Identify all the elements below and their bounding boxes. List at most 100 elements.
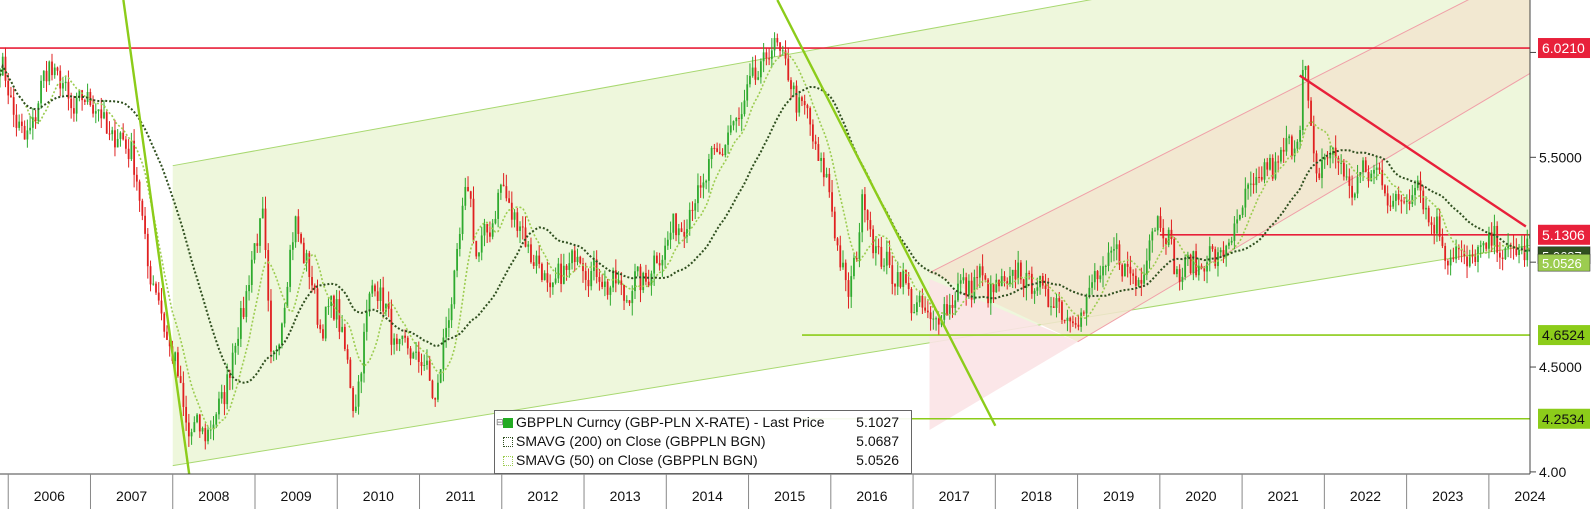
chart-legend: ⊟ GBPPLN Curncy (GBP-PLN X-RATE) - Last …	[494, 410, 912, 474]
candle-body	[1225, 245, 1228, 257]
candle-body	[204, 428, 207, 442]
candle-body	[125, 139, 127, 149]
candle-body	[1162, 227, 1165, 239]
candle-body	[1145, 260, 1148, 275]
candle-body	[664, 245, 666, 260]
candle-body	[1003, 276, 1006, 282]
candle-body	[138, 181, 141, 201]
candle-body	[951, 304, 954, 308]
candle-body	[1482, 242, 1485, 246]
candle-body	[1427, 207, 1430, 223]
legend-entry-sma50: SMAVG (50) on Close (GBPPLN BGN) 5.0526	[503, 451, 905, 470]
candle-body	[1009, 275, 1011, 284]
candle-body	[385, 303, 387, 312]
candle-body	[907, 282, 910, 290]
candle-body	[962, 277, 965, 281]
candle-body	[415, 351, 417, 353]
candle-body	[1170, 229, 1173, 239]
candle-body	[144, 215, 146, 234]
candle-body	[1501, 257, 1504, 260]
candle-body	[1082, 312, 1085, 314]
candle-body	[166, 331, 168, 340]
candle-body	[97, 109, 100, 112]
candle-body	[286, 286, 289, 308]
candle-body	[26, 130, 29, 140]
candle-body	[669, 232, 672, 240]
candle-body	[363, 331, 365, 374]
candle-body	[1523, 246, 1526, 261]
candle-body	[989, 284, 992, 304]
candle-body	[1340, 162, 1343, 164]
candle-body	[1184, 257, 1187, 277]
candle-body	[1126, 263, 1129, 267]
candle-body	[187, 422, 190, 437]
candle-body	[108, 133, 111, 135]
candle-body	[338, 299, 341, 332]
candle-body	[185, 406, 188, 423]
x-tick-label-2009: 2009	[281, 488, 312, 504]
candle-body	[625, 300, 628, 302]
candle-body	[521, 226, 524, 228]
candle-body	[650, 273, 653, 286]
candle-body	[623, 284, 625, 301]
channel-area-green	[172, 0, 1530, 466]
candle-body	[554, 278, 557, 283]
candle-body	[1033, 290, 1036, 294]
candle-body	[688, 209, 691, 230]
candle-body	[721, 153, 724, 156]
candle-body	[1364, 160, 1367, 172]
candle-body	[1438, 216, 1441, 237]
horizontal-levels	[0, 47, 1530, 420]
candle-body	[404, 335, 406, 338]
candle-body	[1156, 216, 1159, 231]
candle-body	[242, 308, 245, 317]
candle-body	[932, 318, 935, 320]
candle-body	[1041, 275, 1044, 286]
candle-body	[541, 263, 543, 280]
candle-body	[724, 144, 727, 156]
candle-body	[428, 360, 431, 381]
candle-body	[94, 111, 97, 114]
legend-swatch-price	[503, 418, 513, 428]
candle-body	[1025, 272, 1028, 288]
candle-body	[976, 277, 979, 279]
candle-body	[1348, 176, 1351, 186]
candle-body	[390, 308, 393, 345]
collapse-icon[interactable]: ⊟	[496, 417, 504, 427]
sma200-line	[0, 63, 1530, 384]
candle-body	[478, 252, 480, 257]
candle-body	[198, 414, 201, 432]
candle-body	[42, 70, 45, 81]
candle-body	[92, 104, 94, 114]
candle-body	[850, 276, 853, 297]
candle-body	[699, 185, 702, 188]
candle-body	[335, 299, 338, 320]
candle-body	[1479, 245, 1482, 247]
candle-body	[1444, 245, 1447, 261]
candle-body	[456, 248, 458, 271]
candle-body	[190, 432, 193, 437]
candle-body	[710, 147, 713, 160]
channel-lower-red	[1077, 72, 1530, 343]
candle-body	[215, 414, 218, 425]
candle-body	[81, 90, 84, 101]
candle-body	[508, 198, 510, 203]
candle-body	[4, 56, 7, 81]
candle-body	[1050, 306, 1052, 308]
trendline-support-0	[122, 0, 191, 474]
candle-body	[571, 250, 573, 264]
candle-body	[825, 173, 828, 178]
candle-body	[294, 216, 297, 243]
candle-body	[833, 211, 836, 239]
candle-body	[168, 339, 171, 347]
candle-body	[861, 194, 864, 233]
trendlines	[122, 0, 1527, 474]
candle-body	[1228, 242, 1230, 246]
candle-body	[809, 108, 812, 125]
candle-body	[770, 50, 773, 59]
y-tick-label-5.5: 5.5000	[1539, 149, 1582, 165]
candle-body	[193, 422, 196, 433]
candle-body	[801, 97, 803, 102]
candle-body	[1080, 312, 1083, 327]
candle-body	[289, 249, 292, 287]
